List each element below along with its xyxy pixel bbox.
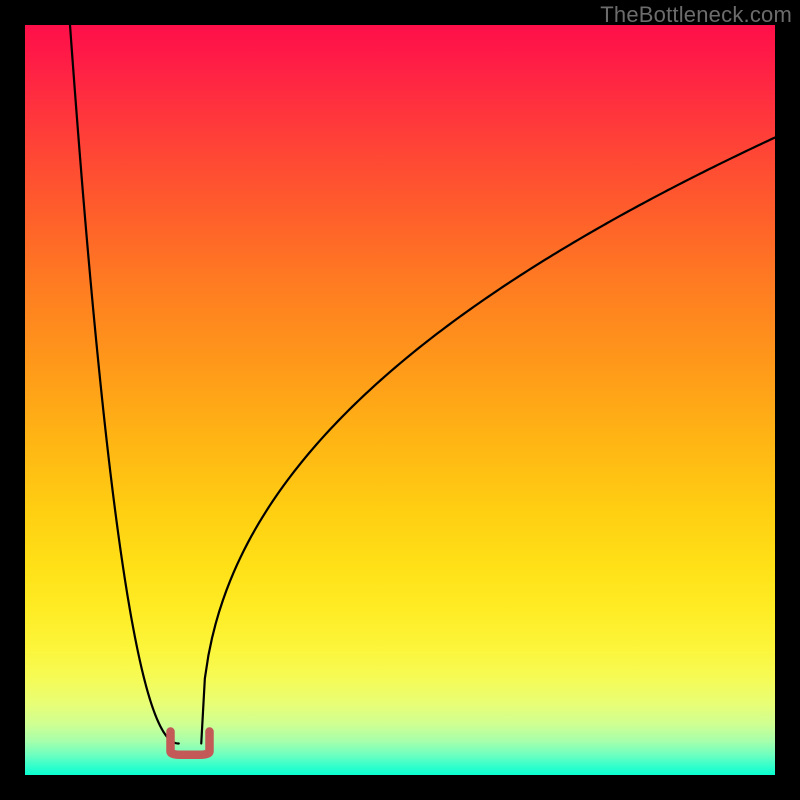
plot-area [25, 25, 775, 775]
chart-frame: TheBottleneck.com [0, 0, 800, 800]
bottleneck-chart-svg [25, 25, 775, 775]
watermark-text: TheBottleneck.com [600, 2, 792, 28]
gradient-background [25, 25, 775, 775]
